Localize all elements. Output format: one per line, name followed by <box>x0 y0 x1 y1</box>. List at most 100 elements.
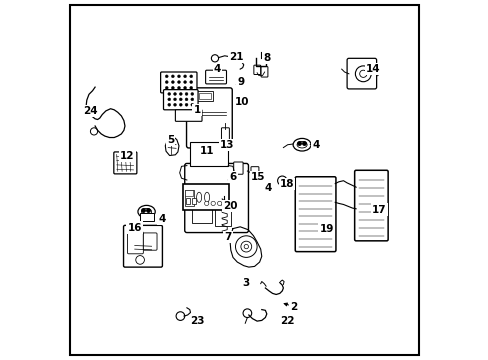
Bar <box>215 209 231 226</box>
Circle shape <box>211 55 218 62</box>
Circle shape <box>277 176 286 185</box>
Circle shape <box>179 103 182 106</box>
FancyBboxPatch shape <box>123 225 162 267</box>
Circle shape <box>189 75 192 78</box>
FancyBboxPatch shape <box>186 88 232 148</box>
Circle shape <box>171 81 174 84</box>
Circle shape <box>243 309 251 318</box>
Text: 4: 4 <box>264 183 271 193</box>
Text: 18: 18 <box>279 179 294 189</box>
Circle shape <box>190 98 193 101</box>
Ellipse shape <box>138 205 155 218</box>
FancyBboxPatch shape <box>233 162 243 174</box>
Circle shape <box>179 93 182 95</box>
Circle shape <box>179 98 182 101</box>
FancyBboxPatch shape <box>175 110 202 121</box>
Circle shape <box>171 75 174 78</box>
FancyBboxPatch shape <box>184 163 248 233</box>
Circle shape <box>173 103 176 106</box>
Text: 3: 3 <box>242 278 249 288</box>
Bar <box>182 184 228 210</box>
Circle shape <box>183 75 186 78</box>
Bar <box>197 91 213 101</box>
Circle shape <box>204 201 208 206</box>
Circle shape <box>177 75 180 78</box>
Circle shape <box>171 86 174 89</box>
Circle shape <box>136 256 144 264</box>
Circle shape <box>355 66 370 82</box>
Circle shape <box>235 236 257 257</box>
Bar <box>192 202 212 223</box>
Bar <box>185 190 194 206</box>
Circle shape <box>176 312 184 320</box>
Circle shape <box>167 93 170 95</box>
Text: 16: 16 <box>127 222 142 233</box>
Text: 22: 22 <box>279 316 294 326</box>
Bar <box>190 142 228 166</box>
FancyBboxPatch shape <box>221 128 229 143</box>
Text: 4: 4 <box>158 214 165 224</box>
Ellipse shape <box>196 192 201 202</box>
Text: 4: 4 <box>213 64 221 74</box>
Text: 19: 19 <box>319 224 333 234</box>
Text: 7: 7 <box>224 232 231 242</box>
FancyBboxPatch shape <box>127 232 143 254</box>
Circle shape <box>185 98 187 101</box>
Bar <box>192 198 195 204</box>
FancyBboxPatch shape <box>346 58 376 89</box>
FancyBboxPatch shape <box>160 72 197 93</box>
Text: 10: 10 <box>234 96 248 107</box>
Text: 11: 11 <box>199 146 214 156</box>
FancyBboxPatch shape <box>253 65 260 75</box>
Circle shape <box>185 103 187 106</box>
Circle shape <box>177 81 180 84</box>
Bar <box>192 185 210 198</box>
Text: 4: 4 <box>311 140 319 150</box>
FancyBboxPatch shape <box>354 170 387 241</box>
Ellipse shape <box>204 192 209 202</box>
Text: 14: 14 <box>366 64 380 74</box>
Text: 24: 24 <box>83 106 98 116</box>
FancyBboxPatch shape <box>261 67 267 77</box>
Bar <box>185 190 192 196</box>
Text: 15: 15 <box>250 172 265 182</box>
Circle shape <box>167 98 170 101</box>
Bar <box>186 198 190 204</box>
Circle shape <box>183 86 186 89</box>
Ellipse shape <box>296 141 306 148</box>
FancyBboxPatch shape <box>114 152 137 174</box>
Text: 5: 5 <box>167 135 174 145</box>
Text: 2: 2 <box>290 302 297 312</box>
Ellipse shape <box>292 138 310 151</box>
Circle shape <box>167 103 170 106</box>
Circle shape <box>189 81 192 84</box>
Ellipse shape <box>141 208 151 215</box>
Circle shape <box>185 93 187 95</box>
Text: 1: 1 <box>193 105 200 115</box>
Bar <box>140 213 154 221</box>
Circle shape <box>177 86 180 89</box>
FancyBboxPatch shape <box>295 177 335 252</box>
Circle shape <box>165 81 168 84</box>
Circle shape <box>173 93 176 95</box>
Circle shape <box>189 86 192 89</box>
Text: 13: 13 <box>220 140 234 150</box>
Text: 12: 12 <box>120 150 135 161</box>
Circle shape <box>165 86 168 89</box>
Bar <box>199 93 211 99</box>
Circle shape <box>190 93 193 95</box>
FancyBboxPatch shape <box>205 70 226 84</box>
FancyBboxPatch shape <box>143 233 157 250</box>
Circle shape <box>241 241 251 252</box>
Circle shape <box>217 201 222 206</box>
Text: 8: 8 <box>263 53 270 63</box>
Circle shape <box>90 128 98 135</box>
Text: 21: 21 <box>229 52 244 62</box>
Text: 9: 9 <box>237 77 244 87</box>
Text: 17: 17 <box>371 204 386 215</box>
Text: 6: 6 <box>229 172 236 182</box>
Circle shape <box>190 103 193 106</box>
FancyBboxPatch shape <box>250 167 258 177</box>
FancyBboxPatch shape <box>163 90 198 110</box>
Text: 20: 20 <box>223 201 238 211</box>
